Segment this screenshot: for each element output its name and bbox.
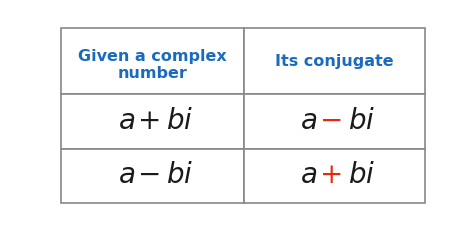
Text: −: − [320,108,343,135]
Text: −: − [138,162,161,189]
Text: $\ bi$: $\ bi$ [157,162,193,189]
Text: $a\ $: $a\ $ [118,108,136,135]
Text: $\ bi$: $\ bi$ [339,162,375,189]
Text: $a\ $: $a\ $ [300,162,318,189]
Bar [244,28,425,95]
Bar [61,149,244,203]
Text: +: + [138,108,161,135]
Text: +: + [320,162,343,189]
Text: Its conjugate: Its conjugate [275,54,393,69]
Bar [244,149,425,203]
Text: $a\ $: $a\ $ [118,162,136,189]
Bar [244,95,425,149]
Text: $\ bi$: $\ bi$ [339,108,375,135]
Text: number: number [118,66,187,81]
Bar [61,95,244,149]
Text: $\ bi$: $\ bi$ [157,108,193,135]
Bar [61,28,244,95]
Text: Given a complex: Given a complex [78,49,227,64]
Text: $a\ $: $a\ $ [300,108,318,135]
